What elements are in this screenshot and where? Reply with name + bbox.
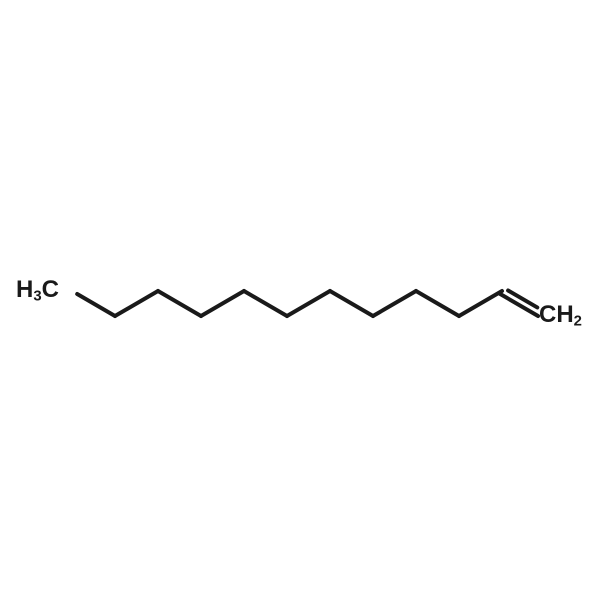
bond-line [459,291,502,316]
label-right-sub: 2 [574,314,582,330]
bond-line [330,291,373,316]
bond-layer [0,0,600,600]
terminal-label-left: H3C [16,278,59,305]
bond-line [201,291,244,316]
bond-line [115,291,158,316]
label-left-h: H [16,276,33,303]
label-right-ch: CH [539,301,574,328]
bond-line [416,291,459,316]
label-left-sub: 3 [33,289,41,305]
molecule-canvas: H3C CH2 [0,0,600,600]
bond-line [373,291,416,316]
label-left-c: C [42,276,59,303]
terminal-label-right: CH2 [539,303,582,330]
bond-line [158,291,201,316]
bond-line [77,294,115,316]
bond-line [287,291,330,316]
bond-line [244,291,287,316]
